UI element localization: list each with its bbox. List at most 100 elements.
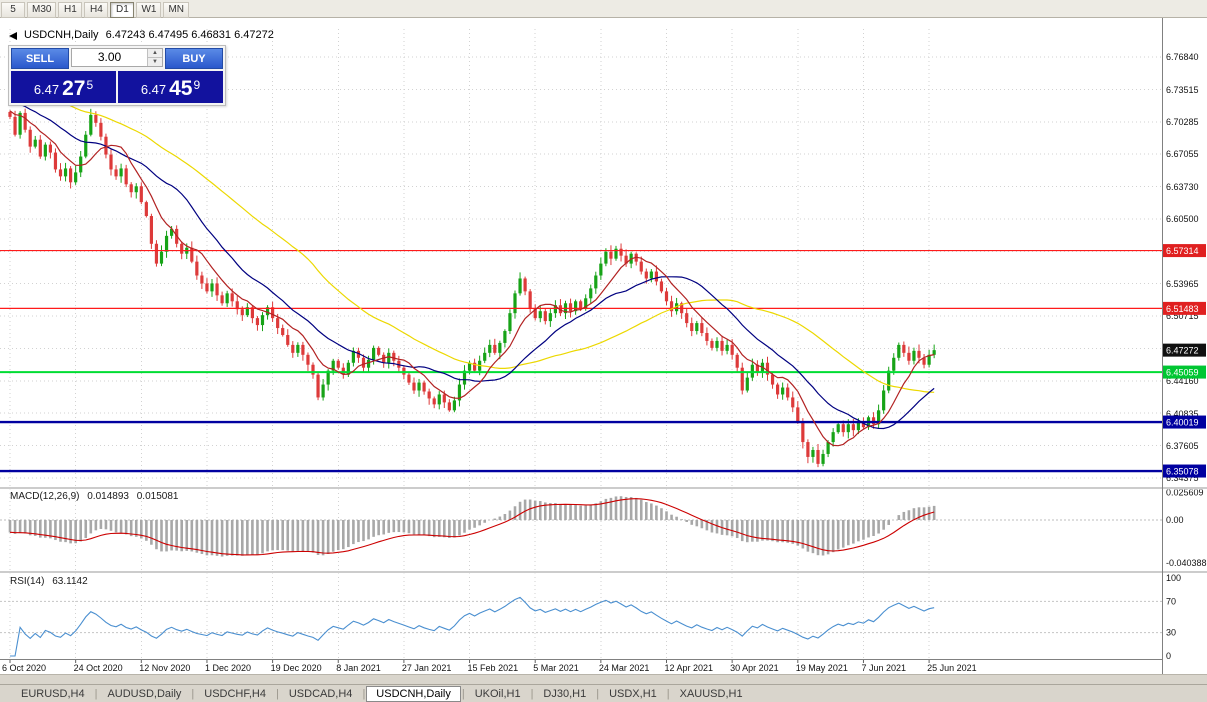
svg-text:6.73515: 6.73515 xyxy=(1166,85,1199,95)
timeframe-button-M30[interactable]: M30 xyxy=(27,1,57,18)
panel-frames xyxy=(0,18,1207,674)
sell-price-pipette: 5 xyxy=(86,78,94,92)
timeframe-buttons: 5 M30 H1 H4 D1 W1 MN xyxy=(0,0,190,19)
lot-size-value[interactable]: 3.00 xyxy=(97,50,122,64)
price-axis: 6.76840 6.73515 6.70285 6.67055 6.63730 6.605… xyxy=(1163,52,1206,483)
svg-text:27 Jan 2021: 27 Jan 2021 xyxy=(402,663,452,673)
buy-price-pipette: 9 xyxy=(193,78,201,92)
tab-separator: | xyxy=(666,687,670,700)
symbol-label: USDCNH,Daily xyxy=(24,29,99,41)
tab-usdx-h1[interactable]: USDX,H1 xyxy=(609,687,657,700)
svg-text:12 Nov 2020: 12 Nov 2020 xyxy=(139,663,190,673)
tab-separator: | xyxy=(596,687,600,700)
rsi-label: RSI(14) xyxy=(10,576,45,587)
chart-marker-icon xyxy=(9,32,17,40)
lot-spinner: ▲ ▼ xyxy=(147,49,162,66)
tab-separator: | xyxy=(191,687,195,700)
svg-text:6.44160: 6.44160 xyxy=(1166,376,1199,386)
tab-xauusd-h1[interactable]: XAUUSD,H1 xyxy=(679,687,743,700)
sell-price-pips: 27 xyxy=(62,77,86,100)
svg-text:24 Mar 2021: 24 Mar 2021 xyxy=(599,663,650,673)
tab-separator: | xyxy=(94,687,98,700)
tab-usdcad-h4[interactable]: USDCAD,H4 xyxy=(288,687,353,700)
rsi-value: 63.1142 xyxy=(52,576,88,587)
svg-text:30 Apr 2021: 30 Apr 2021 xyxy=(730,663,779,673)
tab-usdchf-h4[interactable]: USDCHF,H4 xyxy=(204,687,266,700)
svg-text:30: 30 xyxy=(1166,628,1176,638)
chart-scroll-strip[interactable] xyxy=(0,674,1207,684)
macd-label: MACD(12,26,9) xyxy=(10,491,80,502)
lot-decrease-button[interactable]: ▼ xyxy=(148,57,162,66)
timeframe-button-5[interactable]: 5 xyxy=(1,1,25,18)
timeframe-button-H4[interactable]: H4 xyxy=(84,1,109,18)
svg-text:100: 100 xyxy=(1166,573,1181,583)
tab-separator: | xyxy=(530,687,534,700)
ohlc-values: 6.47243 6.47495 6.46831 6.47272 xyxy=(105,29,274,41)
grid-layer xyxy=(0,29,1162,659)
hlines-layer xyxy=(0,249,1162,473)
svg-text:6.70285: 6.70285 xyxy=(1166,117,1199,127)
tab-usdcnh-daily[interactable]: USDCNH,Daily xyxy=(366,685,461,702)
svg-text:6.47272: 6.47272 xyxy=(1166,346,1199,356)
tab-separator: | xyxy=(276,687,279,700)
macd-indicator-header: MACD(12,26,9) 0.014893 0.015081 xyxy=(10,491,183,502)
svg-text:6.67055: 6.67055 xyxy=(1166,149,1199,159)
svg-text:6 Oct 2020: 6 Oct 2020 xyxy=(2,663,46,673)
svg-text:6.45059: 6.45059 xyxy=(1166,368,1199,378)
macd-main-value: 0.014893 xyxy=(87,491,129,502)
buy-price-display[interactable]: 6.47 45 9 xyxy=(118,71,223,103)
tab-audusd-daily[interactable]: AUDUSD,Daily xyxy=(107,687,182,700)
svg-text:6.76840: 6.76840 xyxy=(1166,52,1199,62)
svg-text:7 Jun 2021: 7 Jun 2021 xyxy=(861,663,906,673)
macd-panel: 0.025609 0.00 -0.040388 xyxy=(0,488,1207,568)
timeframe-toolbar: 5 M30 H1 H4 D1 W1 MN xyxy=(0,0,1207,18)
buy-price-base: 6.47 xyxy=(140,82,167,97)
buy-button[interactable]: BUY xyxy=(165,48,223,69)
timeframe-button-MN[interactable]: MN xyxy=(163,1,190,18)
svg-text:5 Mar 2021: 5 Mar 2021 xyxy=(533,663,579,673)
lot-increase-button[interactable]: ▲ xyxy=(148,49,162,57)
timeframe-button-D1[interactable]: D1 xyxy=(110,1,135,18)
svg-text:6.40835: 6.40835 xyxy=(1166,409,1199,419)
tab-ukoil-h1[interactable]: UKOil,H1 xyxy=(474,687,521,700)
chart-title: USDCNH,Daily 6.47243 6.47495 6.46831 6.4… xyxy=(9,29,278,41)
timeframe-button-W1[interactable]: W1 xyxy=(136,1,162,18)
svg-text:25 Jun 2021: 25 Jun 2021 xyxy=(927,663,977,673)
one-click-trading-panel: SELL 3.00 ▲ ▼ BUY 6.47 27 5 6.47 45 9 xyxy=(8,45,226,106)
svg-text:0.00: 0.00 xyxy=(1166,515,1184,525)
svg-text:6.34375: 6.34375 xyxy=(1166,473,1199,483)
svg-text:6.60500: 6.60500 xyxy=(1166,214,1199,224)
tab-dj30-h1[interactable]: DJ30,H1 xyxy=(543,687,587,700)
svg-text:12 Apr 2021: 12 Apr 2021 xyxy=(665,663,714,673)
sell-price-base: 6.47 xyxy=(33,82,60,97)
rsi-indicator-header: RSI(14) 63.1142 xyxy=(10,576,93,587)
time-axis: 6 Oct 2020 24 Oct 2020 12 Nov 2020 1 Dec 20… xyxy=(2,660,977,673)
svg-text:70: 70 xyxy=(1166,596,1176,606)
svg-text:6.57314: 6.57314 xyxy=(1166,246,1199,256)
svg-text:8 Jan 2021: 8 Jan 2021 xyxy=(336,663,381,673)
svg-text:0.025609: 0.025609 xyxy=(1166,488,1204,498)
svg-text:6.51483: 6.51483 xyxy=(1166,304,1199,314)
buy-price-pips: 45 xyxy=(169,77,193,100)
tab-separator: | xyxy=(362,687,366,700)
svg-text:19 May 2021: 19 May 2021 xyxy=(796,663,848,673)
svg-text:6.35078: 6.35078 xyxy=(1166,467,1199,477)
svg-text:6.63730: 6.63730 xyxy=(1166,182,1199,192)
timeframe-button-H1[interactable]: H1 xyxy=(58,1,83,18)
svg-text:6.40019: 6.40019 xyxy=(1166,418,1199,428)
svg-text:15 Feb 2021: 15 Feb 2021 xyxy=(468,663,519,673)
sell-price-display[interactable]: 6.47 27 5 xyxy=(11,71,116,103)
chart-tab-bar: EURUSD,H4 | AUDUSD,Daily | USDCHF,H4 | USDCAD,… xyxy=(0,684,1207,702)
svg-text:-0.040388: -0.040388 xyxy=(1166,558,1207,568)
moving-averages-layer xyxy=(9,78,935,447)
macd-signal-value: 0.015081 xyxy=(136,491,179,502)
svg-text:1 Dec 2020: 1 Dec 2020 xyxy=(205,663,251,673)
svg-text:6.53965: 6.53965 xyxy=(1166,279,1199,289)
tab-eurusd-h4[interactable]: EURUSD,H4 xyxy=(21,687,85,700)
lot-size-field[interactable]: 3.00 ▲ ▼ xyxy=(71,48,163,67)
sell-button[interactable]: SELL xyxy=(11,48,69,69)
rsi-panel: 100 70 30 0 xyxy=(0,573,1181,661)
